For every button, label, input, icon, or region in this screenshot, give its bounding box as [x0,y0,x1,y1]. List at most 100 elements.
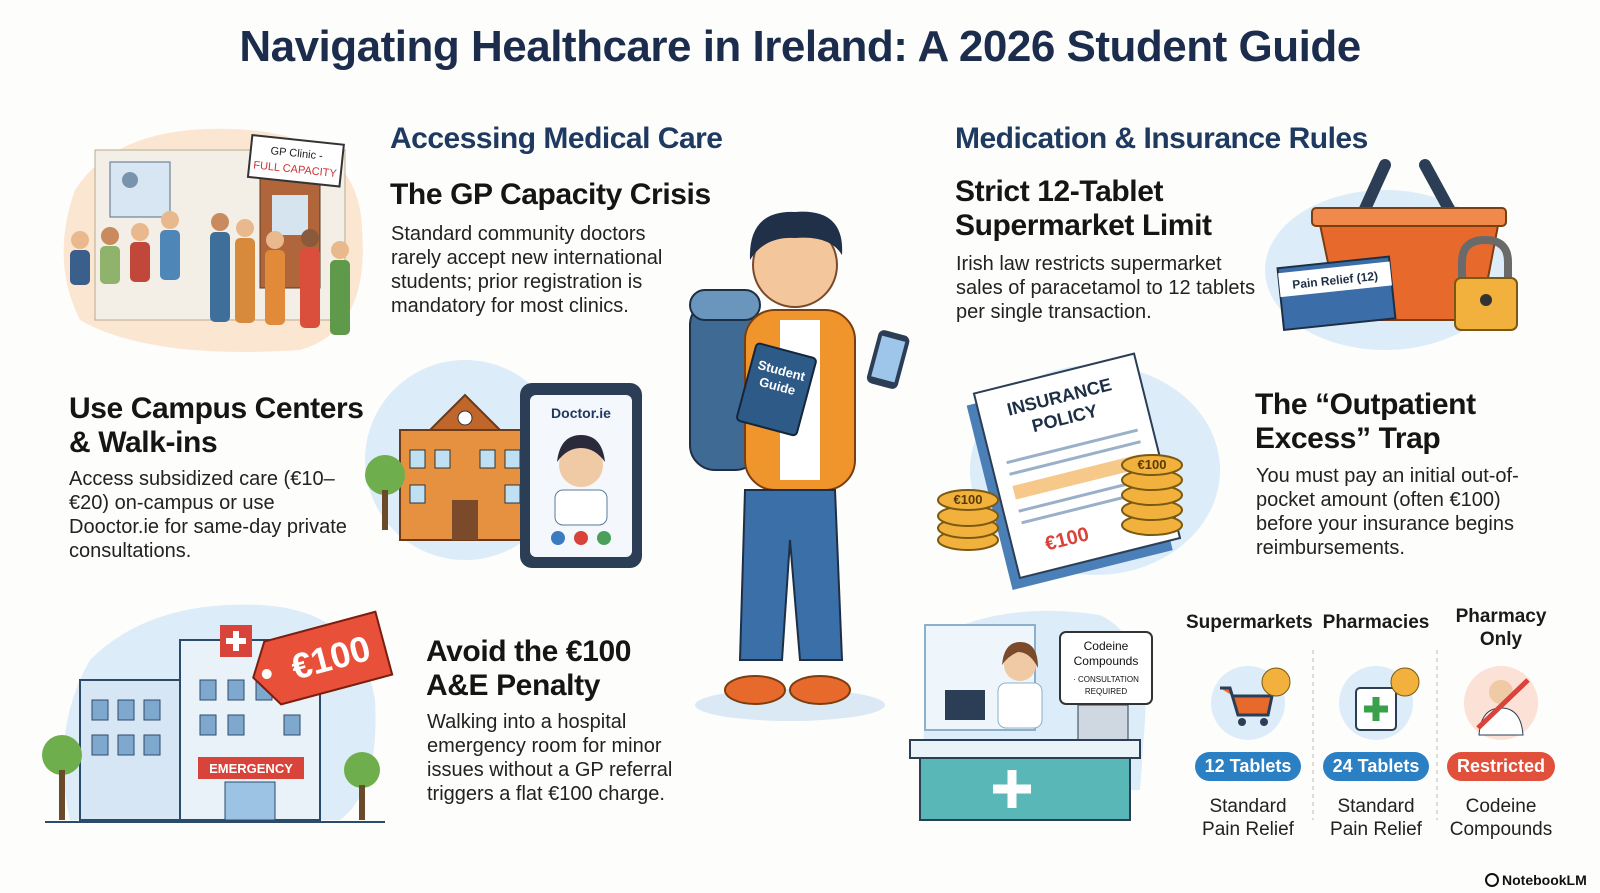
item-title: The “Outpatient Excess” Trap [1255,388,1476,455]
pharmacy-scene-part [909,739,1141,759]
clinic-scene-part-part [266,231,284,249]
hospital-scene-part-part [117,734,135,756]
comparison-icons-part [1238,718,1246,726]
hospital-scene-part-part [199,679,217,701]
column-caption: Standard Pain Relief [1330,796,1422,840]
campus-scene-part [574,531,588,545]
pharmacy-scene-part [993,770,1031,808]
comparison-icons-part [1261,667,1291,697]
campus-scene-part-part [479,449,496,469]
student-part [724,675,786,705]
hospital-scene-part [198,757,304,779]
basket-scene-part: Pain Relief (12) [1276,255,1397,332]
pharmacy-sign: REQUIRED [1085,687,1127,696]
comparison-icons-part [1220,686,1274,717]
clinic-scene-part-part [246,133,345,188]
basket-scene: Pain Relief (12) [1265,159,1518,350]
insurance-scene-part-part-part [1006,428,1138,465]
column-badge: Restricted [1446,752,1556,781]
clinic-scene-part-part [210,232,230,322]
student-part [789,675,851,705]
hospital-scene-part-part [91,734,109,756]
basket-scene-part [1311,207,1507,227]
item-body: Access subsidized care (€10–€20) on-camp… [69,468,347,562]
student-part: Student Guide [736,342,817,437]
comparison-icons-part [1364,697,1388,721]
clinic-scene-part [70,211,350,335]
section-heading: Accessing Medical Care [390,122,723,155]
comparison-icons-part [1260,718,1268,726]
column-badge: 24 Tablets [1322,752,1430,781]
coin: €100 [954,492,983,507]
hospital-scene-part [226,631,246,651]
hospital-scene-part [42,735,82,775]
comparison-icons-part [1476,678,1530,730]
hospital-scene-part: €100 [252,610,394,706]
campus-scene-part [409,449,521,504]
hospital-scene-part-part [117,699,135,721]
item-body: Walking into a hospital emergency room f… [427,711,673,805]
pharmacy-scene-part [1004,649,1036,681]
clinic-sign: GP Clinic - [270,145,324,162]
basket-scene-part [1480,294,1492,306]
clinic-scene-part-part [265,250,285,325]
student: Student Guide [689,211,910,721]
insurance-scene-part-part [1012,454,1142,500]
hospital-scene-part-part [261,669,272,680]
comparison-badge-wrap: 24 Tablets [1314,752,1438,781]
clinic-scene-part-part [301,229,319,247]
hospital-scene-part-part [143,699,161,721]
student-part [689,289,761,321]
comparison-badge-wrap: Restricted [1439,752,1563,781]
clinic-scene-part [122,172,138,188]
column-caption: Codeine Compounds [1449,796,1553,840]
insurance-scene-part-part [937,489,999,511]
hospital-scene-part-part [199,714,217,736]
comparison-badge-wrap: 12 Tablets [1186,752,1310,781]
clinic-scene-part-part [300,248,320,328]
column-header: Supermarkets [1186,612,1313,633]
clinic-scene-part-part [330,260,350,335]
hospital-scene: EMERGENCY €100 [42,604,394,823]
campus-scene-part-part [504,449,521,469]
clinic-scene-part-part [211,213,229,231]
campus-scene-part [365,455,405,495]
column-badge: 12 Tablets [1194,752,1302,781]
clinic-scene-part-part [331,241,349,259]
pharmacy-sign: Codeine [1084,639,1129,653]
insurance-scene-part-part [1121,454,1183,476]
footer: NotebookLM [1502,872,1587,888]
clinic-scene-part-part [101,227,119,245]
hospital-scene-part [344,752,380,788]
campus-scene-part-part [434,449,451,469]
insurance-scene-part [937,454,1183,551]
hospital-scene-part-part [252,610,394,706]
student-part [749,211,843,260]
clinic-scene-part-part [235,238,255,323]
student-part [738,489,844,661]
student-part [866,330,910,389]
clinic-scene-part-part [70,250,90,285]
clinic-scene-part-part [236,219,254,237]
clinic-scene-part-part [71,231,89,249]
column-header: Pharmacies [1322,612,1430,633]
item-body: You must pay an initial out-of-pocket am… [1256,465,1519,559]
footer-logo [1485,873,1499,887]
student-part-part [736,342,817,437]
campus-scene-part-part [409,484,426,504]
comparison-column: Pharmacy Only [1439,606,1563,651]
campus-scene-part [559,443,603,487]
item-title: Avoid the €100 A&E Penalty [426,635,632,702]
campus-scene-part [452,500,478,540]
pharmacy-scene-part [1059,631,1153,705]
clinic-scene-part-part [100,246,120,284]
hospital-scene-part-part [227,714,245,736]
pharmacy-sign: Compounds [1074,654,1139,668]
item-title: Strict 12-Tablet Supermarket Limit [955,175,1212,242]
campus-scene: Doctor.ie [365,360,642,568]
campus-scene-part [597,531,611,545]
campus-scene-part-part [409,449,426,469]
